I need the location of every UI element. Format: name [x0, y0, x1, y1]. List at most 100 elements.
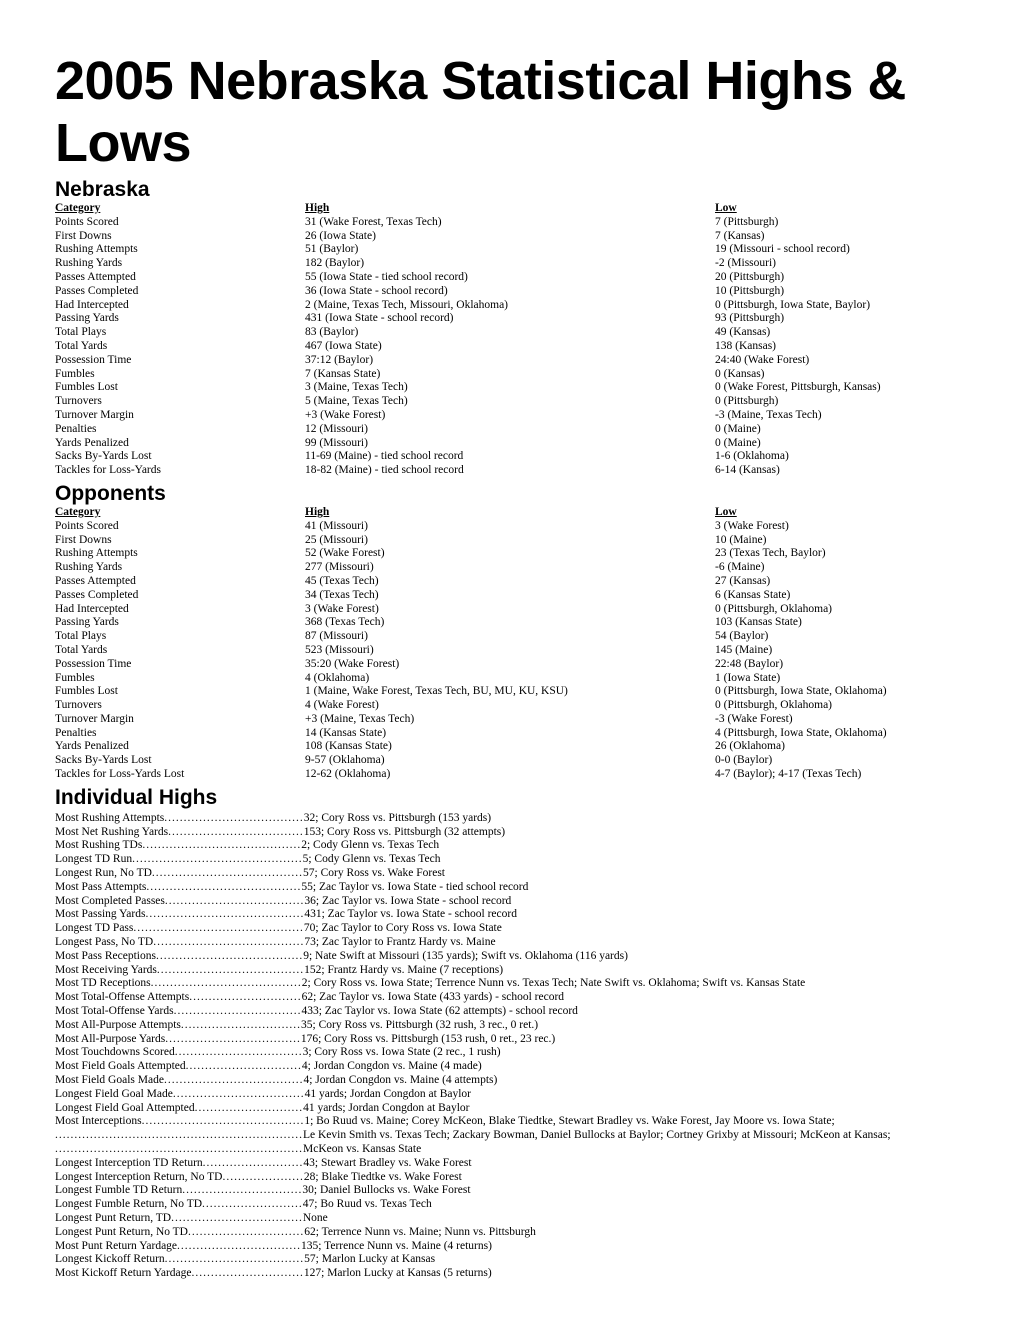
individual-high-row: Longest Fumble Return, No TD............…	[55, 1198, 965, 1212]
stat-high: 5 (Maine, Texas Tech)	[305, 395, 715, 409]
individual-high-row: Most Kickoff Return Yardage.............…	[55, 1267, 965, 1281]
individual-label: Most Pass Receptions	[55, 950, 156, 964]
stat-high: 277 (Missouri)	[305, 561, 715, 575]
stat-category: Fumbles Lost	[55, 685, 305, 699]
col-header-category: Category	[55, 202, 305, 216]
leader-dots: .......................................	[153, 936, 304, 950]
stat-low: 145 (Maine)	[715, 644, 965, 658]
stat-category: Sacks By-Yards Lost	[55, 450, 305, 464]
stat-category: Possession Time	[55, 354, 305, 368]
stat-low: 0 (Pittsburgh, Oklahoma)	[715, 603, 965, 617]
stat-low: 20 (Pittsburgh)	[715, 271, 965, 285]
stat-category: Fumbles Lost	[55, 381, 305, 395]
individual-high-row: Most Pass Attempts......................…	[55, 881, 965, 895]
opponents-table: Category High Low Points Scored41 (Misso…	[55, 506, 965, 782]
individual-label: Most Field Goals Attempted	[55, 1060, 186, 1074]
individual-high-row: ........................................…	[55, 1143, 965, 1157]
individual-highs-list: Most Rushing Attempts...................…	[55, 812, 965, 1281]
leader-dots: .................................	[175, 1046, 303, 1060]
individual-value: 127; Marlon Lucky at Kansas (5 returns)	[304, 1267, 965, 1281]
stat-low: 6 (Kansas State)	[715, 589, 965, 603]
individual-high-row: Longest TD Pass.........................…	[55, 922, 965, 936]
stat-high: 523 (Missouri)	[305, 644, 715, 658]
stat-high: 55 (Iowa State - tied school record)	[305, 271, 715, 285]
individual-value: 2; Cody Glenn vs. Texas Tech	[301, 839, 965, 853]
individual-value: 433; Zac Taylor vs. Iowa State (62 attem…	[301, 1005, 965, 1019]
stat-high: 11-69 (Maine) - tied school record	[305, 450, 715, 464]
individual-label: Most All-Purpose Attempts	[55, 1019, 181, 1033]
individual-high-row: Longest Field Goal Made.................…	[55, 1088, 965, 1102]
leader-dots: .............................	[192, 1267, 304, 1281]
stat-category: Passes Completed	[55, 285, 305, 299]
individual-value: 41 yards; Jordan Congdon at Baylor	[303, 1102, 965, 1116]
stat-low: -3 (Maine, Texas Tech)	[715, 409, 965, 423]
leader-dots: ..................................	[171, 1212, 303, 1226]
individual-label: Longest Interception TD Return	[55, 1157, 203, 1171]
leader-dots: .......................................	[151, 977, 302, 991]
leader-dots: .......................................	[152, 867, 303, 881]
individual-label: Most Passing Yards	[55, 908, 145, 922]
individual-value: 41 yards; Jordan Congdon at Baylor	[305, 1088, 965, 1102]
individual-value: 4; Jordan Congdon vs. Maine (4 made)	[302, 1060, 965, 1074]
stat-high: 4 (Wake Forest)	[305, 699, 715, 713]
stat-high: 9-57 (Oklahoma)	[305, 754, 715, 768]
individual-label: Most Touchdowns Scored	[55, 1046, 175, 1060]
individual-label: Longest Punt Return, TD	[55, 1212, 171, 1226]
stat-high: 1 (Maine, Wake Forest, Texas Tech, BU, M…	[305, 685, 715, 699]
individual-value: 47; Bo Ruud vs. Texas Tech	[303, 1198, 965, 1212]
stat-high: 7 (Kansas State)	[305, 368, 715, 382]
individual-value: 153; Cory Ross vs. Pittsburgh (32 attemp…	[304, 826, 965, 840]
stat-category: Fumbles	[55, 672, 305, 686]
leader-dots: .............................	[189, 991, 301, 1005]
individual-label: Longest Punt Return, No TD	[55, 1226, 188, 1240]
individual-label: Most Pass Attempts	[55, 881, 146, 895]
leader-dots: ........................................…	[132, 853, 303, 867]
stat-low: 103 (Kansas State)	[715, 616, 965, 630]
stat-high: 108 (Kansas State)	[305, 740, 715, 754]
stat-high: 25 (Missouri)	[305, 534, 715, 548]
individual-high-row: Most Interceptions......................…	[55, 1115, 965, 1129]
individual-label: Most Field Goals Made	[55, 1074, 164, 1088]
individual-high-row: Most Rushing Attempts...................…	[55, 812, 965, 826]
individual-label: Most Punt Return Yardage	[55, 1240, 177, 1254]
individual-value: 135; Terrence Nunn vs. Maine (4 returns)	[301, 1240, 965, 1254]
stat-category: Rushing Attempts	[55, 547, 305, 561]
individual-label: Longest Pass, No TD	[55, 936, 153, 950]
stat-category: Total Yards	[55, 644, 305, 658]
stat-category: Passing Yards	[55, 312, 305, 326]
individual-high-row: Longest Interception TD Return..........…	[55, 1157, 965, 1171]
leader-dots: ............................	[195, 1102, 304, 1116]
stat-category: Fumbles	[55, 368, 305, 382]
individual-high-row: Longest Punt Return, TD.................…	[55, 1212, 965, 1226]
individual-value: 57; Marlon Lucky at Kansas	[304, 1253, 965, 1267]
stat-category: First Downs	[55, 534, 305, 548]
col-header-low: Low	[715, 506, 965, 520]
stat-low: 54 (Baylor)	[715, 630, 965, 644]
individual-value: 35; Cory Ross vs. Pittsburgh (32 rush, 3…	[301, 1019, 965, 1033]
stat-high: 12-62 (Oklahoma)	[305, 768, 715, 782]
stat-high: 3 (Wake Forest)	[305, 603, 715, 617]
page-title: 2005 Nebraska Statistical Highs & Lows	[55, 50, 965, 174]
stat-low: 10 (Maine)	[715, 534, 965, 548]
leader-dots: ..................................	[173, 1088, 305, 1102]
stat-category: Had Intercepted	[55, 299, 305, 313]
stat-category: Turnovers	[55, 699, 305, 713]
individual-label: Most TD Receptions	[55, 977, 151, 991]
stat-low: 4-7 (Baylor); 4-17 (Texas Tech)	[715, 768, 965, 782]
stat-category: Rushing Attempts	[55, 243, 305, 257]
stat-category: Turnover Margin	[55, 713, 305, 727]
individual-label: Most Receiving Yards	[55, 964, 157, 978]
stat-low: 3 (Wake Forest)	[715, 520, 965, 534]
individual-value: 57; Cory Ross vs. Wake Forest	[303, 867, 965, 881]
leader-dots: ....................................	[165, 895, 305, 909]
stat-low: 0 (Pittsburgh, Iowa State, Oklahoma)	[715, 685, 965, 699]
individual-value: None	[303, 1212, 965, 1226]
leader-dots: ...................................	[165, 1033, 301, 1047]
individual-label: Most Kickoff Return Yardage	[55, 1267, 192, 1281]
stat-low: 1-6 (Oklahoma)	[715, 450, 965, 464]
stat-low: 0 (Kansas)	[715, 368, 965, 382]
stat-category: Yards Penalized	[55, 740, 305, 754]
stat-category: Total Plays	[55, 326, 305, 340]
individual-value: McKeon vs. Kansas State	[303, 1143, 965, 1157]
individual-value: 9; Nate Swift at Missouri (135 yards); S…	[303, 950, 965, 964]
